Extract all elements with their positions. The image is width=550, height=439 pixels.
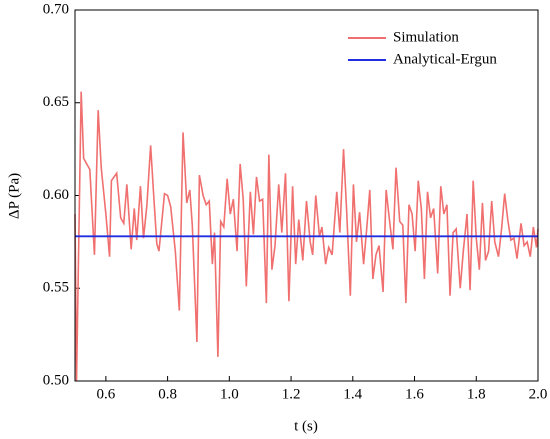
y-tick-label: 0.70 — [43, 1, 69, 17]
y-tick-label: 0.55 — [43, 280, 69, 296]
legend-label: Analytical-Ergun — [393, 51, 497, 67]
x-tick-label: 1.6 — [405, 386, 424, 402]
x-tick-label: 0.8 — [158, 386, 177, 402]
plot-frame — [74, 9, 539, 382]
y-tick-label: 0.65 — [43, 94, 69, 110]
x-tick-label: 1.8 — [467, 386, 486, 402]
legend-label: Simulation — [393, 29, 459, 45]
y-axis-label: ΔP (Pa) — [6, 173, 22, 219]
x-tick-label: 0.6 — [96, 386, 115, 402]
x-tick-label: 1.4 — [343, 386, 362, 402]
y-tick-label: 0.50 — [43, 372, 69, 388]
series-line — [74, 91, 539, 382]
y-tick-label: 0.60 — [43, 187, 69, 203]
x-axis-label: t (s) — [294, 418, 318, 434]
x-tick-label: 1.0 — [220, 386, 239, 402]
x-tick-label: 2.0 — [529, 386, 548, 402]
x-tick-label: 1.2 — [282, 386, 301, 402]
